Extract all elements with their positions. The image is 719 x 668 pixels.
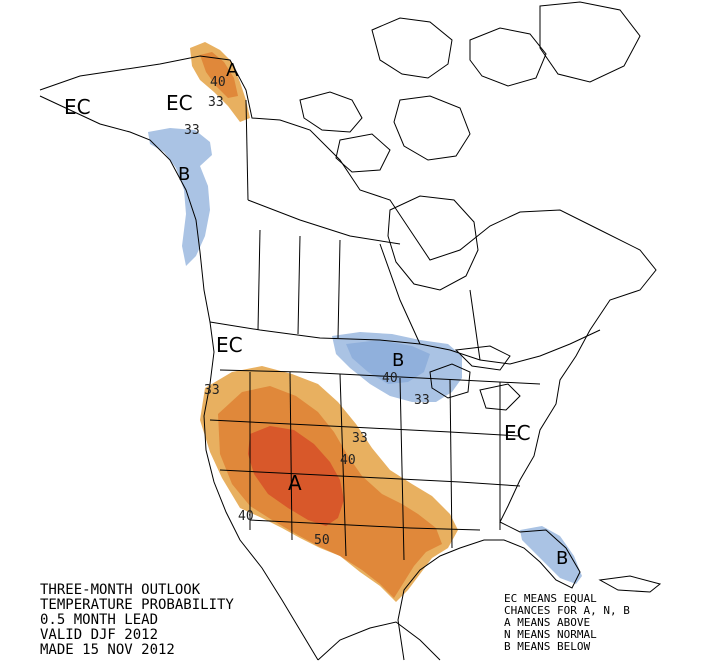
state-col-5 [449,379,453,549]
contour-alaska-40: 40 [210,75,226,90]
hudson-bay [387,195,479,291]
southwest-above-region [200,366,458,602]
alaska-above-region [190,42,250,122]
legend-line-3: A MEANS ABOVE [504,616,590,629]
midwest-below-40-shade [346,340,430,384]
label-a-alaska: A [226,60,239,81]
mexico-coast [317,621,441,661]
state-col-4 [399,377,405,561]
label-b-upper-midwest: B [392,350,404,371]
contour-sw-33b: 33 [352,431,368,446]
baffin-island [393,95,471,161]
panhandle-below-33-shade [148,128,212,266]
contour-panhandle-33: 33 [184,123,200,138]
title-line-4: VALID DJF 2012 [40,627,158,643]
florida-below-33-shade [520,526,582,584]
label-ec-alaska-west: EC [64,95,91,119]
label-ec-west: EC [216,333,243,357]
cuba [598,575,662,593]
legend: EC MEANS EQUAL CHANCES FOR A, N, B A MEA… [504,592,630,653]
legend-line-5: B MEANS BELOW [504,640,590,653]
state-col-3 [339,373,347,557]
province-line-north [247,199,401,245]
province-line-ab [297,235,301,335]
state-line-row4 [249,519,481,531]
legend-line-2: CHANCES FOR A, N, B [504,604,630,617]
province-line-sk [337,239,341,339]
great-lake-superior [454,345,511,371]
label-b-panhandle: B [178,164,190,185]
arctic-island-3 [469,27,547,87]
province-line-on [469,289,481,361]
panhandle-below-region [148,128,212,266]
label-b-florida: B [556,548,568,569]
contour-midwest-33: 33 [414,393,430,408]
alaska-above-40-shade [200,52,238,98]
title-block: THREE-MONTH OUTLOOK TEMPERATURE PROBABIL… [40,582,234,658]
contour-sw-33a: 33 [204,383,220,398]
province-line-mb [379,243,421,345]
state-line-row2 [209,419,521,437]
title-line-3: 0.5 MONTH LEAD [40,612,158,628]
label-ec-alaska-east: EC [166,91,193,115]
label-ec-east: EC [504,421,531,445]
southwest-above-50-shade [248,426,344,526]
alaska-boundary [245,99,249,201]
arctic-island-4 [335,133,391,173]
contour-sw-50: 50 [314,533,330,548]
main-coastline-east [39,55,657,661]
greenland [539,1,641,83]
florida-below-region [520,526,582,584]
great-lake-erie [479,383,521,411]
legend-line-1: EC MEANS EQUAL [504,592,597,605]
label-a-southwest: A [288,471,302,495]
state-line-row3 [219,469,521,487]
title-line-1: THREE-MONTH OUTLOOK [40,582,201,598]
state-line-row1 [219,369,541,385]
arctic-island-2 [371,17,453,79]
midwest-below-region [332,332,462,402]
state-col-2 [289,371,293,541]
contour-midwest-40: 40 [382,371,398,386]
geography-lines [39,1,662,661]
great-lake-michigan [429,363,471,399]
contour-sw-40a: 40 [340,453,356,468]
arctic-island-1 [299,91,363,133]
title-line-2: TEMPERATURE PROBABILITY [40,597,234,613]
contour-sw-40b: 40 [238,509,254,524]
province-line-bc [257,229,261,331]
main-coastline-west [39,95,319,661]
title-line-5: MADE 15 NOV 2012 [40,642,175,658]
contour-alaska-33: 33 [208,95,224,110]
legend-line-4: N MEANS NORMAL [504,628,597,641]
canada-us-border [209,321,601,365]
